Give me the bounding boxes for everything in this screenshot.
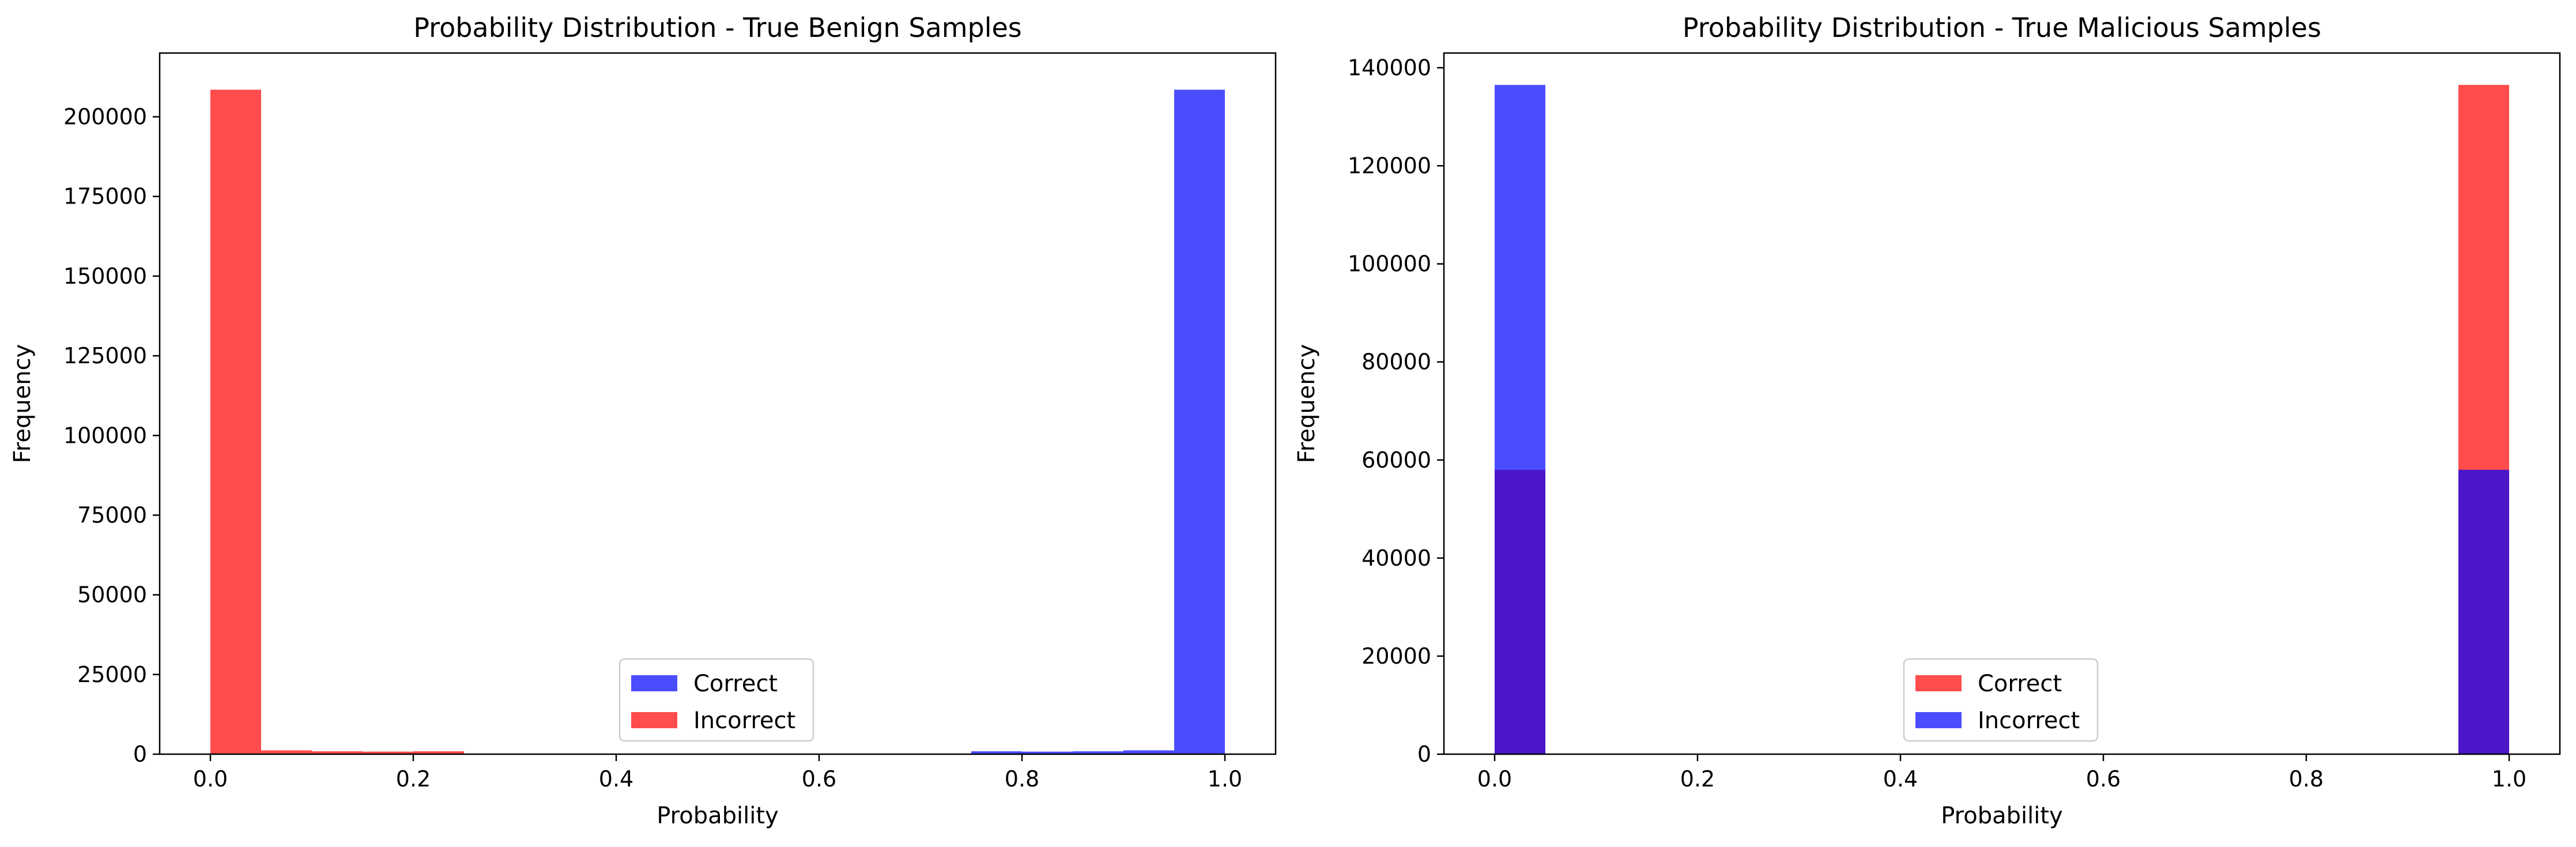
right-bar-incorrect-0 (1495, 85, 1545, 754)
left-xtick-label: 0.6 (802, 766, 836, 792)
right-legend-label-incorrect: Incorrect (1978, 707, 2080, 734)
left-y-axis-label: Frequency (9, 344, 36, 464)
left-ytick-label: 25000 (77, 662, 147, 687)
left-xtick-label: 0.4 (599, 766, 633, 792)
right-legend-label-correct: Correct (1978, 671, 2062, 697)
left-legend: Correct Incorrect (620, 659, 813, 741)
right-xtick-label: 0.0 (1477, 766, 1512, 792)
right-ytick-label: 140000 (1348, 55, 1431, 81)
left-ytick-label: 200000 (63, 104, 147, 130)
right-ytick-label: 60000 (1361, 447, 1431, 473)
right-xtick-label: 0.8 (2289, 766, 2324, 792)
left-legend-swatch-incorrect (631, 712, 677, 728)
left-ytick-label: 0 (133, 741, 147, 767)
left-x-axis-label: Probability (657, 803, 778, 829)
right-legend: Correct Incorrect (1904, 659, 2098, 741)
right-legend-swatch-correct (1915, 675, 1962, 691)
left-chart: 0.0 0.2 0.4 0.6 0.8 1.0 0 25000 50000 75000 100000… (9, 12, 1276, 829)
left-axes-frame (160, 53, 1276, 754)
right-chart-title: Probability Distribution - True Maliciou… (1683, 12, 2321, 43)
right-bar-incorrect-19 (2458, 470, 2509, 754)
left-ytick-label: 175000 (63, 184, 147, 209)
right-xtick-label: 0.4 (1883, 766, 1918, 792)
left-xtick-label: 0.2 (396, 766, 431, 792)
right-xtick-label: 1.0 (2492, 766, 2526, 792)
right-legend-swatch-incorrect (1915, 712, 1962, 728)
right-y-axis-label: Frequency (1293, 344, 1320, 464)
left-xtick-label: 0.0 (193, 766, 228, 792)
right-chart: 0.0 0.2 0.4 0.6 0.8 1.0 0 20000 40000 60000 80000 1… (1293, 12, 2560, 829)
right-axes-frame (1444, 53, 2560, 754)
left-ytick-label: 100000 (63, 423, 147, 448)
right-xtick-label: 0.2 (1680, 766, 1715, 792)
right-x-axis-label: Probability (1941, 803, 2062, 829)
left-ytick-label: 75000 (77, 502, 147, 528)
left-xtick-label: 0.8 (1005, 766, 1039, 792)
right-ytick-label: 0 (1417, 741, 1431, 767)
right-xtick-label: 0.6 (2086, 766, 2121, 792)
left-ytick-label: 50000 (77, 582, 147, 608)
left-bar-incorrect-0 (210, 90, 261, 754)
right-ytick-label: 80000 (1361, 349, 1431, 375)
right-ytick-label: 100000 (1348, 251, 1431, 277)
left-xtick-label: 1.0 (1208, 766, 1242, 792)
right-ytick-label: 120000 (1348, 153, 1431, 179)
left-legend-label-incorrect: Incorrect (693, 707, 795, 734)
left-bar-correct-19 (1174, 90, 1225, 754)
left-legend-label-correct: Correct (693, 671, 778, 697)
left-chart-title: Probability Distribution - True Benign S… (413, 12, 1022, 43)
left-ytick-label: 125000 (63, 343, 147, 368)
left-legend-swatch-correct (631, 675, 677, 691)
right-ytick-label: 20000 (1361, 643, 1431, 669)
right-ytick-label: 40000 (1361, 545, 1431, 571)
left-ytick-label: 150000 (63, 263, 147, 289)
